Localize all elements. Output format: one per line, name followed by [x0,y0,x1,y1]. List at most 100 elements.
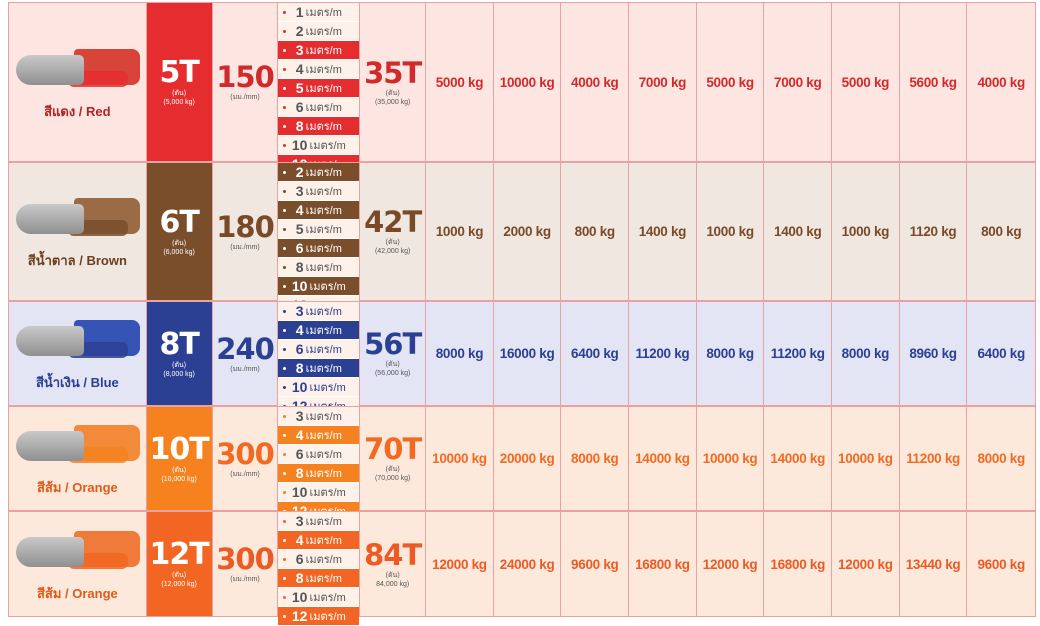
bullet-icon [283,29,287,33]
load-value: 1000 kg [426,163,494,300]
load-value: 8000 kg [561,407,630,510]
load-value: 14000 kg [629,407,697,510]
bullet-icon [283,614,287,618]
length-item: 6 เมตร/m [278,445,360,464]
bullet-icon [283,366,287,370]
capacity-kg: (8,000 kg) [163,370,195,378]
length-unit: เมตร/m [305,262,342,274]
bullet-icon [283,67,287,71]
length-unit: เมตร/m [305,45,342,57]
load-value: 1000 kg [697,163,765,300]
table-row: สีน้ำตาล / Brown 6T (ตัน) (6,000 kg) 180 (มม.… [8,162,1036,315]
sling-eye [16,431,85,461]
length-number: 8 [295,118,304,134]
bullet-icon [283,309,287,313]
length-number: 4 [295,61,304,77]
capacity-kg: (12,000 kg) [161,581,197,588]
length-item: 8 เมตร/m [278,117,360,136]
capacity-value: 5T [159,55,199,90]
load-value: 8000 kg [426,302,494,405]
bullet-icon [283,519,287,523]
load-value: 9600 kg [561,512,630,616]
bullet-icon [283,48,287,52]
breaking-unit: (ตัน) [385,239,400,246]
sling-eye [16,326,85,356]
load-value: 5000 kg [832,3,900,161]
breaking-unit: (ตัน) [385,466,400,473]
breaking-kg: (35,000 kg) [374,98,411,106]
breaking-unit: (ตัน) [385,361,400,368]
bullet-icon [283,490,287,494]
bullet-icon [283,576,287,580]
length-item: 6 เมตร/m [278,550,360,569]
length-unit: เมตร/m [305,186,342,198]
length-item: 5 เมตร/m [278,220,360,239]
color-caption: สีส้ม / Orange [36,480,118,495]
length-item: 4 เมตร/m [278,426,360,445]
width-cell: 150 (มม./mm) [213,3,279,161]
sling-image-cell: สีน้ำเงิน / Blue [9,302,147,405]
bullet-icon [283,208,287,212]
breaking-unit: (ตัน) [385,89,400,97]
load-value: 10000 kg [494,3,562,161]
breaking-cell: 84T (ตัน) 84,000 kg) [360,512,427,616]
capacity-cell: 12T (ตัน) (12,000 kg) [146,512,213,616]
length-number: 2 [295,23,304,39]
load-value: 11200 kg [764,302,833,405]
capacity-value: 10T [149,431,210,467]
load-value: 16000 kg [494,302,562,405]
sling-image [12,525,142,581]
breaking-cell: 35T (ตัน) (35,000 kg) [360,3,427,161]
bullet-icon [283,347,287,351]
length-item: 6 เมตร/m [278,239,360,258]
length-number: 3 [295,408,304,424]
breaking-cell: 42T (ตัน) (42,000 kg) [360,163,427,300]
load-value: 2000 kg [494,163,562,300]
length-item: 5 เมตร/m [278,79,360,98]
length-number: 8 [295,259,304,275]
bullet-icon [283,328,287,332]
length-number: 6 [295,341,304,357]
color-caption: สีน้ำเงิน / Blue [35,375,119,390]
load-value: 8000 kg [697,302,765,405]
length-number: 10 [291,137,308,153]
bullet-icon [283,170,287,174]
width-unit: (มม./mm) [230,243,260,251]
length-unit: เมตร/m [305,535,342,547]
sling-eye [16,204,85,234]
length-unit: เมตร/m [305,468,342,480]
length-unit: เมตร/m [305,167,342,179]
length-item: 10 เมตร/m [278,378,360,397]
table-row: สีส้ม / Orange 12T (ตัน) (12,000 kg) 300 (มม.… [8,511,1036,626]
capacity-cell: 10T (ตัน) (10,000 kg) [146,407,213,510]
length-number: 3 [295,513,304,529]
sling-image-cell: สีน้ำตาล / Brown [9,163,147,300]
load-value: 11200 kg [629,302,697,405]
load-value: 8000 kg [832,302,900,405]
width-value: 180 [216,209,275,244]
capacity-value: 8T [159,326,199,362]
bullet-icon [283,265,287,269]
bullet-icon [283,189,287,193]
length-unit: เมตร/m [305,7,342,19]
length-unit: เมตร/m [305,121,342,133]
width-value: 150 [216,60,275,94]
breaking-cell: 70T (ตัน) (70,000 kg) [360,407,427,510]
length-item: 4 เมตร/m [278,60,360,79]
length-unit: เมตร/m [309,140,346,152]
bullet-icon [283,227,287,231]
load-value: 24000 kg [494,512,562,616]
load-value: 8960 kg [900,302,968,405]
load-value: 800 kg [981,224,1022,239]
width-cell: 180 (มม./mm) [213,163,279,300]
length-unit: เมตร/m [305,573,342,585]
load-value: 12000 kg [426,512,494,616]
length-unit: เมตร/m [305,306,342,318]
capacity-value: 6T [159,204,199,240]
width-unit: (มม./mm) [230,576,260,583]
length-unit: เมตร/m [305,26,342,38]
capacity-value: 12T [149,537,210,572]
bullet-icon [283,433,287,437]
load-value: 20000 kg [494,407,562,510]
color-caption: สีน้ำตาล / Brown [27,253,127,268]
